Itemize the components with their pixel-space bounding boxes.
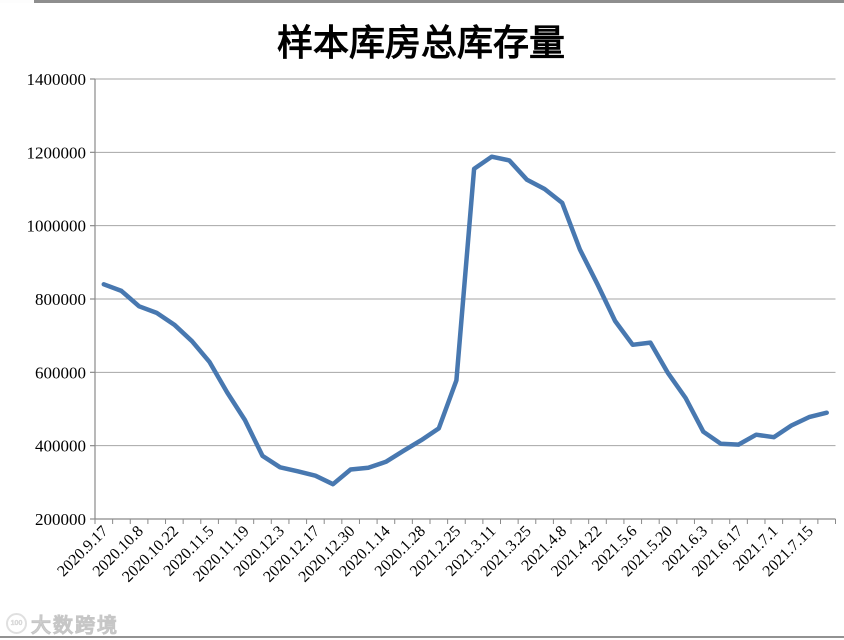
y-tick-label: 200000	[35, 510, 86, 529]
y-tick-label: 600000	[35, 363, 86, 382]
inventory-series-line	[101, 154, 829, 487]
y-tick-label: 400000	[35, 437, 86, 456]
y-tick-label: 800000	[35, 290, 86, 309]
data-series	[101, 154, 829, 487]
y-tick-label: 1000000	[27, 217, 87, 236]
y-tick-label: 1400000	[27, 70, 87, 89]
y-tick-label: 1200000	[27, 143, 87, 162]
chart-title: 样本库房总库存量	[277, 23, 565, 63]
window-top-corner	[0, 0, 34, 3]
x-axis-ticks-and-labels: 2020.9.172020.10.82020.10.222020.11.5202…	[54, 519, 836, 586]
page-bottom-border	[0, 636, 844, 638]
y-axis-ticks-and-labels: 200000 400000 600000 800000 1000000 1200000 14…	[27, 70, 95, 529]
window-top-border	[0, 0, 844, 3]
